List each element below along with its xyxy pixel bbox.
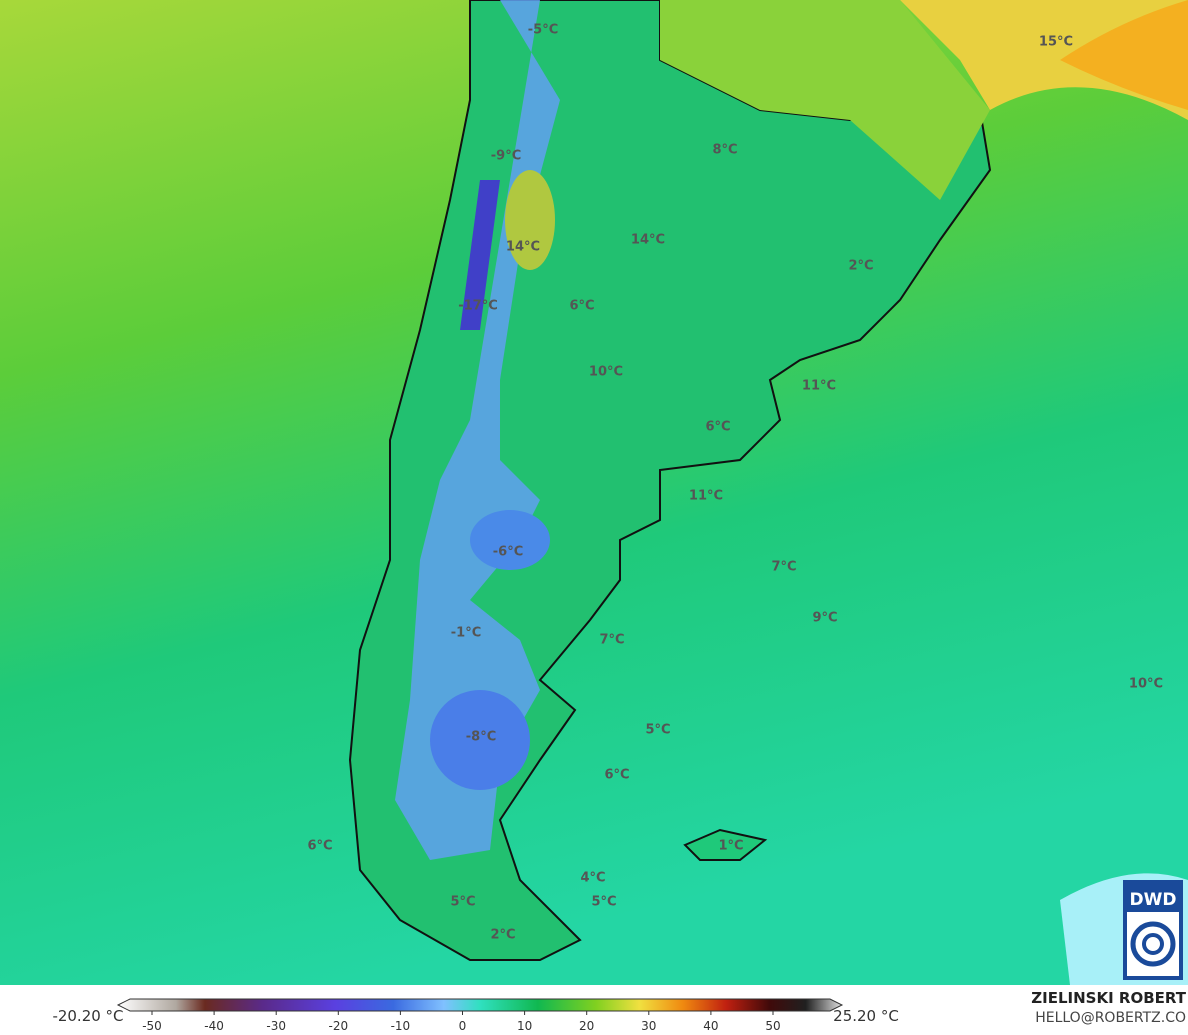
temperature-label: 6°C <box>569 299 594 314</box>
patagonia-cold <box>430 690 530 790</box>
colorbar-tick-label: 10 <box>517 1019 532 1033</box>
temperature-label: 7°C <box>771 560 796 575</box>
temperature-label: 2°C <box>490 928 515 943</box>
temperature-label: 7°C <box>599 633 624 648</box>
temperature-label: -8°C <box>466 730 496 745</box>
north-land <box>600 0 990 200</box>
colorbar-tick-label: 50 <box>765 1019 780 1033</box>
temperature-label: 8°C <box>712 143 737 158</box>
temperature-label: -6°C <box>493 545 523 560</box>
hot-region <box>1060 0 1188 110</box>
temperature-label: -17°C <box>458 299 498 314</box>
temperature-label: 6°C <box>604 768 629 783</box>
colorbar-min: -20.20 °C <box>52 1007 123 1025</box>
temperature-label: 5°C <box>591 895 616 910</box>
temperature-label: 11°C <box>802 379 836 394</box>
colorbar-tick-label: 20 <box>579 1019 594 1033</box>
temperature-label: 11°C <box>689 489 723 504</box>
warm-valley <box>505 170 555 270</box>
temperature-label: -9°C <box>491 149 521 164</box>
falklands <box>683 828 768 861</box>
temperature-label: 6°C <box>307 839 332 854</box>
colorbar-tick-label: 0 <box>459 1019 467 1033</box>
temperature-label: -5°C <box>528 23 558 38</box>
colorbar-tick-label: -40 <box>204 1019 224 1033</box>
temperature-label: -1°C <box>451 626 481 641</box>
colorbar-tick-label: 30 <box>641 1019 656 1033</box>
patagonia-cold <box>470 510 550 570</box>
temperature-label: 14°C <box>631 233 665 248</box>
temperature-label: 10°C <box>1129 677 1163 692</box>
temperature-label: 14°C <box>506 240 540 255</box>
colorbar-max: 25.20 °C <box>833 1007 899 1025</box>
colorbar-tick-label: -10 <box>391 1019 411 1033</box>
logo-text: DWD <box>1130 890 1177 910</box>
temperature-label: 9°C <box>812 611 837 626</box>
temperature-label: 5°C <box>645 723 670 738</box>
colorbar-tick-label: 40 <box>703 1019 718 1033</box>
colorbar <box>116 998 844 1012</box>
logo: DWD <box>1123 880 1183 980</box>
temperature-label: 5°C <box>450 895 475 910</box>
andes-coldest <box>460 180 500 330</box>
temperature-label: 10°C <box>589 365 623 380</box>
temperature-label: 6°C <box>705 420 730 435</box>
credit-email: HELLO@ROBERTZ.CO <box>1035 1010 1186 1026</box>
temperature-label: 15°C <box>1039 35 1073 50</box>
temperature-label: 1°C <box>718 839 743 854</box>
temperature-label: 4°C <box>580 871 605 886</box>
colorbar-tick-label: -50 <box>142 1019 162 1033</box>
temperature-label: 2°C <box>848 259 873 274</box>
colorbar-tick-label: -30 <box>266 1019 286 1033</box>
credit-name: ZIELINSKI ROBERT <box>1031 989 1186 1007</box>
colorbar-tick-label: -20 <box>328 1019 348 1033</box>
